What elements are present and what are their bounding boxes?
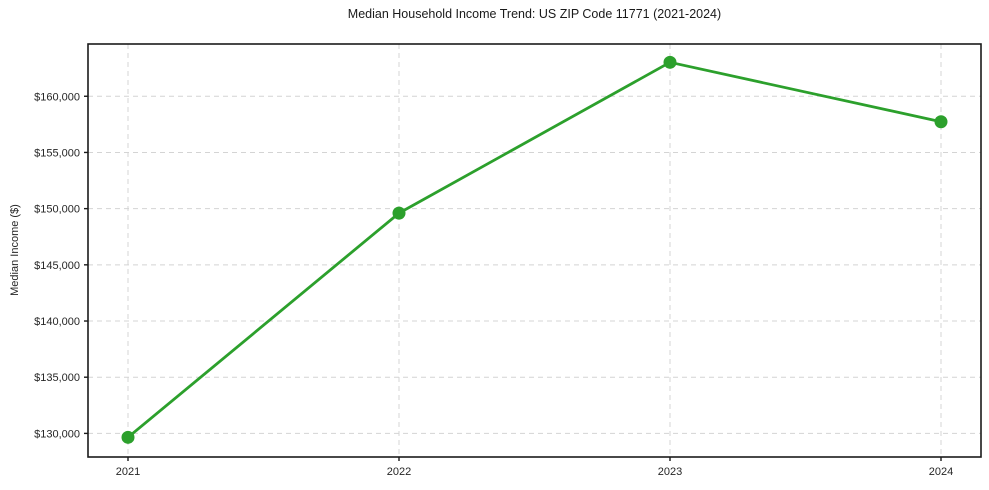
y-tick-label: $155,000 bbox=[34, 147, 80, 159]
y-tick-label: $140,000 bbox=[34, 316, 80, 328]
y-tick-label: $130,000 bbox=[34, 428, 80, 440]
y-axis-title: Median Income ($) bbox=[9, 204, 21, 296]
y-tick-label: $150,000 bbox=[34, 204, 80, 216]
trend-line bbox=[126, 60, 943, 439]
chart-title: Median Household Income Trend: US ZIP Co… bbox=[347, 7, 722, 21]
y-tick-label: $160,000 bbox=[34, 91, 80, 103]
data-point-marker bbox=[121, 430, 135, 444]
data-point-marker bbox=[392, 206, 406, 220]
data-point-marker bbox=[663, 55, 677, 69]
plot-border bbox=[87, 43, 982, 458]
x-tick-label: 2024 bbox=[929, 466, 953, 478]
x-tick-label: 2023 bbox=[658, 466, 682, 478]
x-tick-label: 2022 bbox=[387, 466, 411, 478]
x-tick-label: 2021 bbox=[116, 466, 140, 478]
y-tick-label: $145,000 bbox=[34, 260, 80, 272]
y-tick-label: $135,000 bbox=[34, 372, 80, 384]
data-point-marker bbox=[934, 115, 948, 129]
